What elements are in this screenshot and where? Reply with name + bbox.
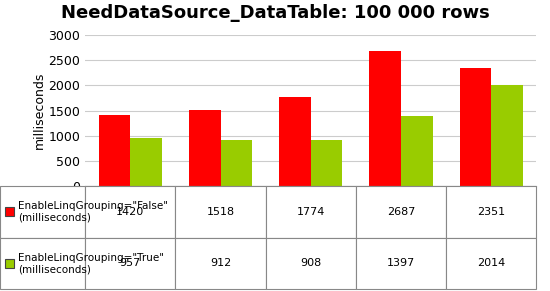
- Bar: [85, 186, 175, 238]
- Text: 1397: 1397: [387, 258, 415, 268]
- Bar: [460, 68, 491, 186]
- Text: EnableLinqGrouping="True"
(milliseconds): EnableLinqGrouping="True" (milliseconds): [18, 253, 164, 274]
- Bar: [221, 140, 252, 186]
- Y-axis label: milliseconds: milliseconds: [33, 72, 46, 149]
- Text: 908: 908: [300, 258, 321, 268]
- Bar: [266, 238, 356, 289]
- Bar: [0, 238, 85, 289]
- Bar: [311, 141, 342, 186]
- Bar: [5, 207, 14, 217]
- Bar: [356, 238, 446, 289]
- Text: 1420: 1420: [116, 207, 145, 217]
- Bar: [266, 186, 356, 238]
- Bar: [175, 238, 266, 289]
- Bar: [279, 97, 311, 186]
- Bar: [5, 259, 14, 268]
- Bar: [85, 238, 175, 289]
- Text: 1774: 1774: [296, 207, 325, 217]
- Bar: [401, 116, 432, 186]
- Bar: [175, 186, 266, 238]
- Bar: [356, 186, 446, 238]
- Bar: [189, 110, 221, 186]
- Bar: [491, 85, 522, 186]
- Text: EnableLinqGrouping="False"
(milliseconds): EnableLinqGrouping="False" (milliseconds…: [18, 201, 168, 223]
- Bar: [446, 238, 536, 289]
- Text: 2687: 2687: [387, 207, 415, 217]
- Bar: [0, 186, 85, 238]
- Text: 1518: 1518: [206, 207, 235, 217]
- Text: 912: 912: [210, 258, 231, 268]
- Text: 957: 957: [120, 258, 141, 268]
- Text: NeedDataSource_DataTable: 100 000 rows: NeedDataSource_DataTable: 100 000 rows: [60, 4, 490, 22]
- Text: 2014: 2014: [477, 258, 505, 268]
- Text: 2351: 2351: [477, 207, 505, 217]
- Bar: [370, 51, 401, 186]
- Bar: [130, 138, 162, 186]
- Bar: [99, 115, 130, 186]
- Bar: [446, 186, 536, 238]
